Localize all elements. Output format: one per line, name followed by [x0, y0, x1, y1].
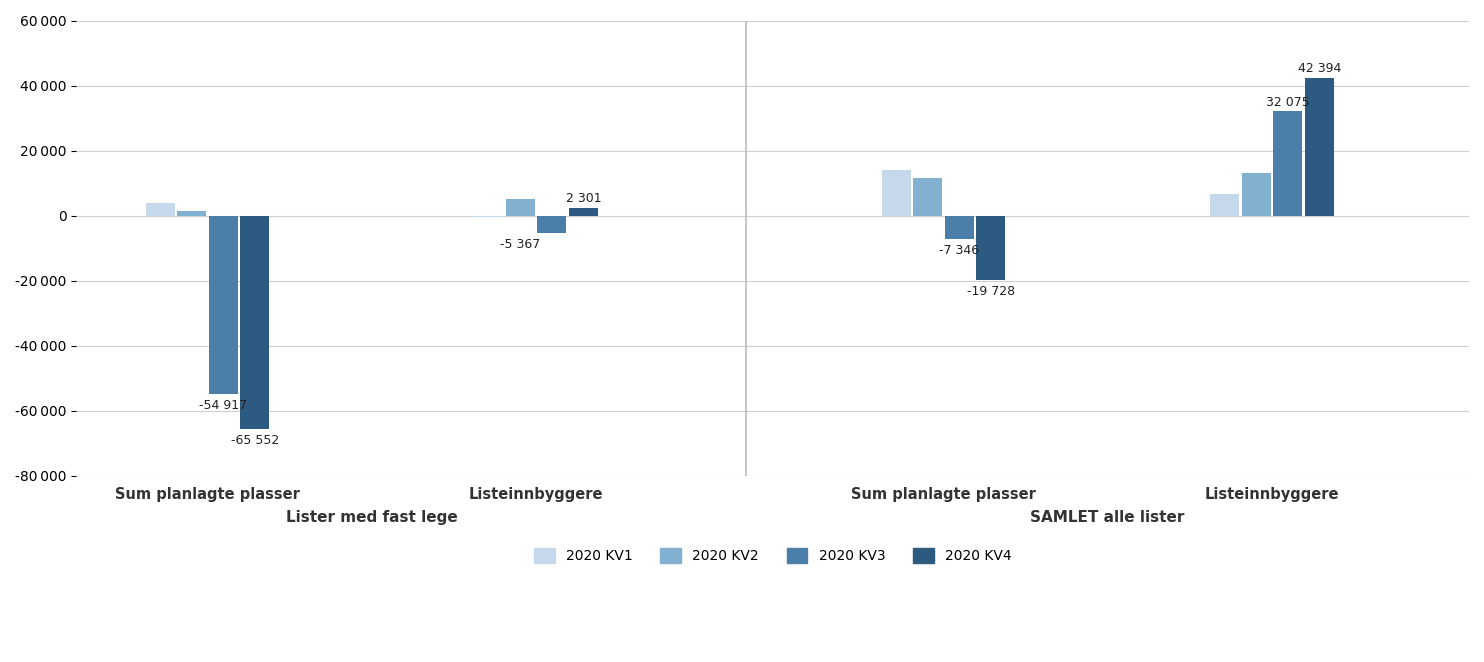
Text: 32 075: 32 075: [1266, 96, 1309, 109]
Bar: [240, 216, 270, 428]
Bar: [209, 216, 237, 394]
Text: -54 917: -54 917: [199, 399, 248, 412]
Bar: [945, 216, 974, 240]
Bar: [178, 211, 206, 216]
Text: -19 728: -19 728: [966, 285, 1015, 297]
Legend: 2020 KV1, 2020 KV2, 2020 KV3, 2020 KV4: 2020 KV1, 2020 KV2, 2020 KV3, 2020 KV4: [528, 543, 1017, 569]
Bar: [1242, 173, 1270, 216]
Bar: [475, 216, 503, 217]
Bar: [1273, 111, 1301, 216]
Text: Lister med fast lege: Lister med fast lege: [286, 510, 457, 525]
Text: -7 346: -7 346: [939, 244, 979, 258]
Bar: [537, 216, 567, 233]
Bar: [1209, 195, 1239, 216]
Text: Sum planlagte plasser: Sum planlagte plasser: [850, 487, 1036, 502]
Text: SAMLET alle lister: SAMLET alle lister: [1030, 510, 1184, 525]
Text: Listeinnbyggere: Listeinnbyggere: [1205, 487, 1339, 502]
Bar: [976, 216, 1005, 279]
Text: -65 552: -65 552: [232, 434, 279, 446]
Text: Listeinnbyggere: Listeinnbyggere: [469, 487, 604, 502]
Bar: [913, 178, 942, 216]
Text: Sum planlagte plasser: Sum planlagte plasser: [116, 487, 300, 502]
Bar: [145, 203, 175, 216]
Bar: [1304, 77, 1334, 216]
Bar: [568, 208, 598, 216]
Text: -5 367: -5 367: [500, 238, 540, 251]
Text: 2 301: 2 301: [565, 193, 601, 205]
Text: 42 394: 42 394: [1297, 62, 1342, 75]
Bar: [881, 170, 911, 216]
Bar: [506, 199, 534, 216]
